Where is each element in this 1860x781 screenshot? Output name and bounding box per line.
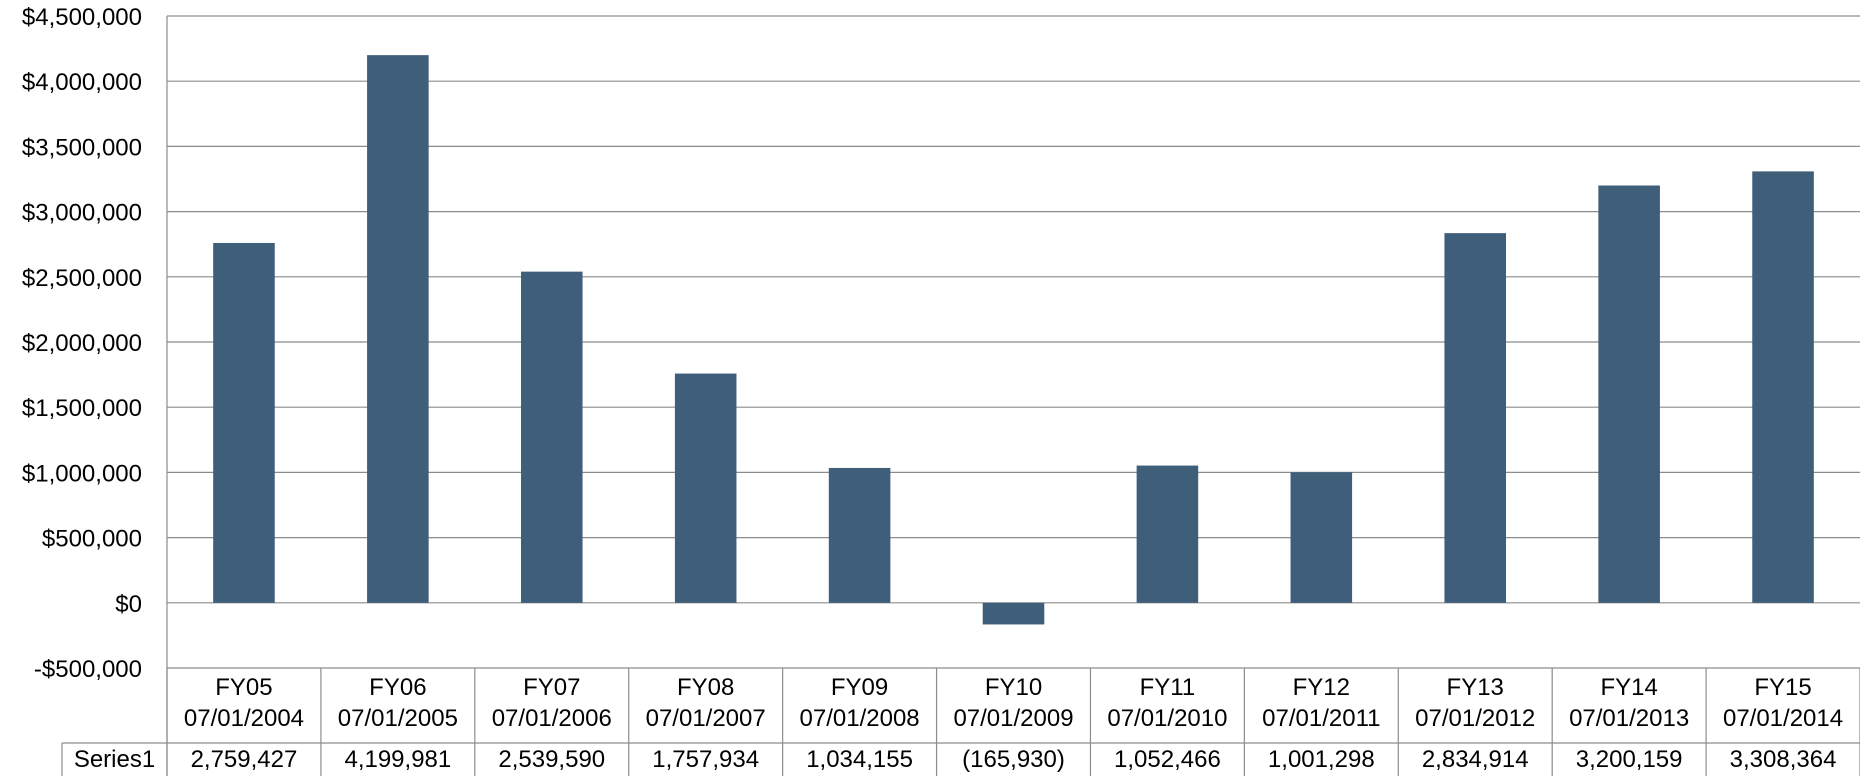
bar	[828, 467, 891, 603]
category-date-label: 07/01/2007	[646, 705, 766, 732]
category-date-label: 07/01/2005	[338, 705, 458, 732]
table-value-cell: 4,199,981	[344, 746, 451, 773]
y-tick-label: $4,500,000	[22, 4, 142, 31]
category-label: FY12	[1293, 674, 1350, 701]
bar	[1136, 465, 1199, 603]
bar	[1444, 233, 1507, 603]
y-tick-label: $4,000,000	[22, 69, 142, 96]
y-tick-label: $3,000,000	[22, 200, 142, 227]
category-label: FY15	[1754, 674, 1811, 701]
bar	[1598, 185, 1660, 603]
bar	[520, 271, 583, 603]
category-label: FY05	[215, 674, 272, 701]
table-value-cell: 1,001,298	[1268, 746, 1375, 773]
table-value-cell: 2,539,590	[498, 746, 605, 773]
category-label: FY08	[677, 674, 734, 701]
category-label: FY10	[985, 674, 1042, 701]
bar	[1290, 472, 1353, 603]
table-value-cell: 1,034,155	[806, 746, 913, 773]
table-value-cell: 1,052,466	[1114, 746, 1221, 773]
category-date-label: 07/01/2014	[1723, 705, 1843, 732]
y-tick-label: $1,500,000	[22, 395, 142, 422]
category-label: FY09	[831, 674, 888, 701]
y-tick-label: $500,000	[42, 526, 142, 553]
bar	[982, 602, 1045, 625]
category-label: FY13	[1447, 674, 1504, 701]
category-date-label: 07/01/2013	[1569, 705, 1689, 732]
data-table: Series1 2,759,427 4,199,981 2,539,590 1,757,…	[61, 742, 1860, 776]
category-labels: FY05 07/01/2004 FY06 07/01/2005 FY07 07/01/20…	[184, 674, 1843, 732]
bar	[367, 55, 429, 603]
table-value-cell: 3,308,364	[1730, 746, 1837, 773]
y-tick-label: $2,000,000	[22, 330, 142, 357]
table-value-cell: 2,834,914	[1422, 746, 1529, 773]
table-value-cell: (165,930)	[962, 746, 1065, 773]
y-tick-labels: -$500,000 $0 $500,000 $1,000,000 $1,500,000 $…	[22, 4, 142, 683]
axes	[166, 16, 1860, 776]
category-date-label: 07/01/2009	[953, 705, 1073, 732]
category-date-label: 07/01/2006	[492, 705, 612, 732]
bar	[674, 373, 737, 603]
category-label: FY11	[1140, 674, 1196, 701]
bar	[213, 242, 275, 603]
y-tick-label: -$500,000	[34, 656, 142, 683]
category-date-label: 07/01/2012	[1415, 705, 1535, 732]
y-tick-label: $1,000,000	[22, 460, 142, 487]
y-tick-label: $2,500,000	[22, 265, 142, 292]
table-value-cell: 3,200,159	[1576, 746, 1683, 773]
bar	[1752, 171, 1814, 603]
category-date-label: 07/01/2008	[800, 705, 920, 732]
category-label: FY14	[1600, 674, 1657, 701]
bars	[213, 55, 1814, 625]
category-label: FY06	[369, 674, 426, 701]
table-value-cell: 1,757,934	[652, 746, 759, 773]
category-date-label: 07/01/2010	[1107, 705, 1227, 732]
series-name-label: Series1	[74, 746, 155, 773]
category-date-label: 07/01/2004	[184, 705, 304, 732]
y-tick-label: $0	[115, 591, 142, 618]
y-tick-label: $3,500,000	[22, 134, 142, 161]
table-value-cell: 2,759,427	[191, 746, 298, 773]
gridlines	[167, 15, 1860, 669]
category-label: FY07	[523, 674, 580, 701]
category-date-label: 07/01/2011	[1262, 705, 1380, 732]
